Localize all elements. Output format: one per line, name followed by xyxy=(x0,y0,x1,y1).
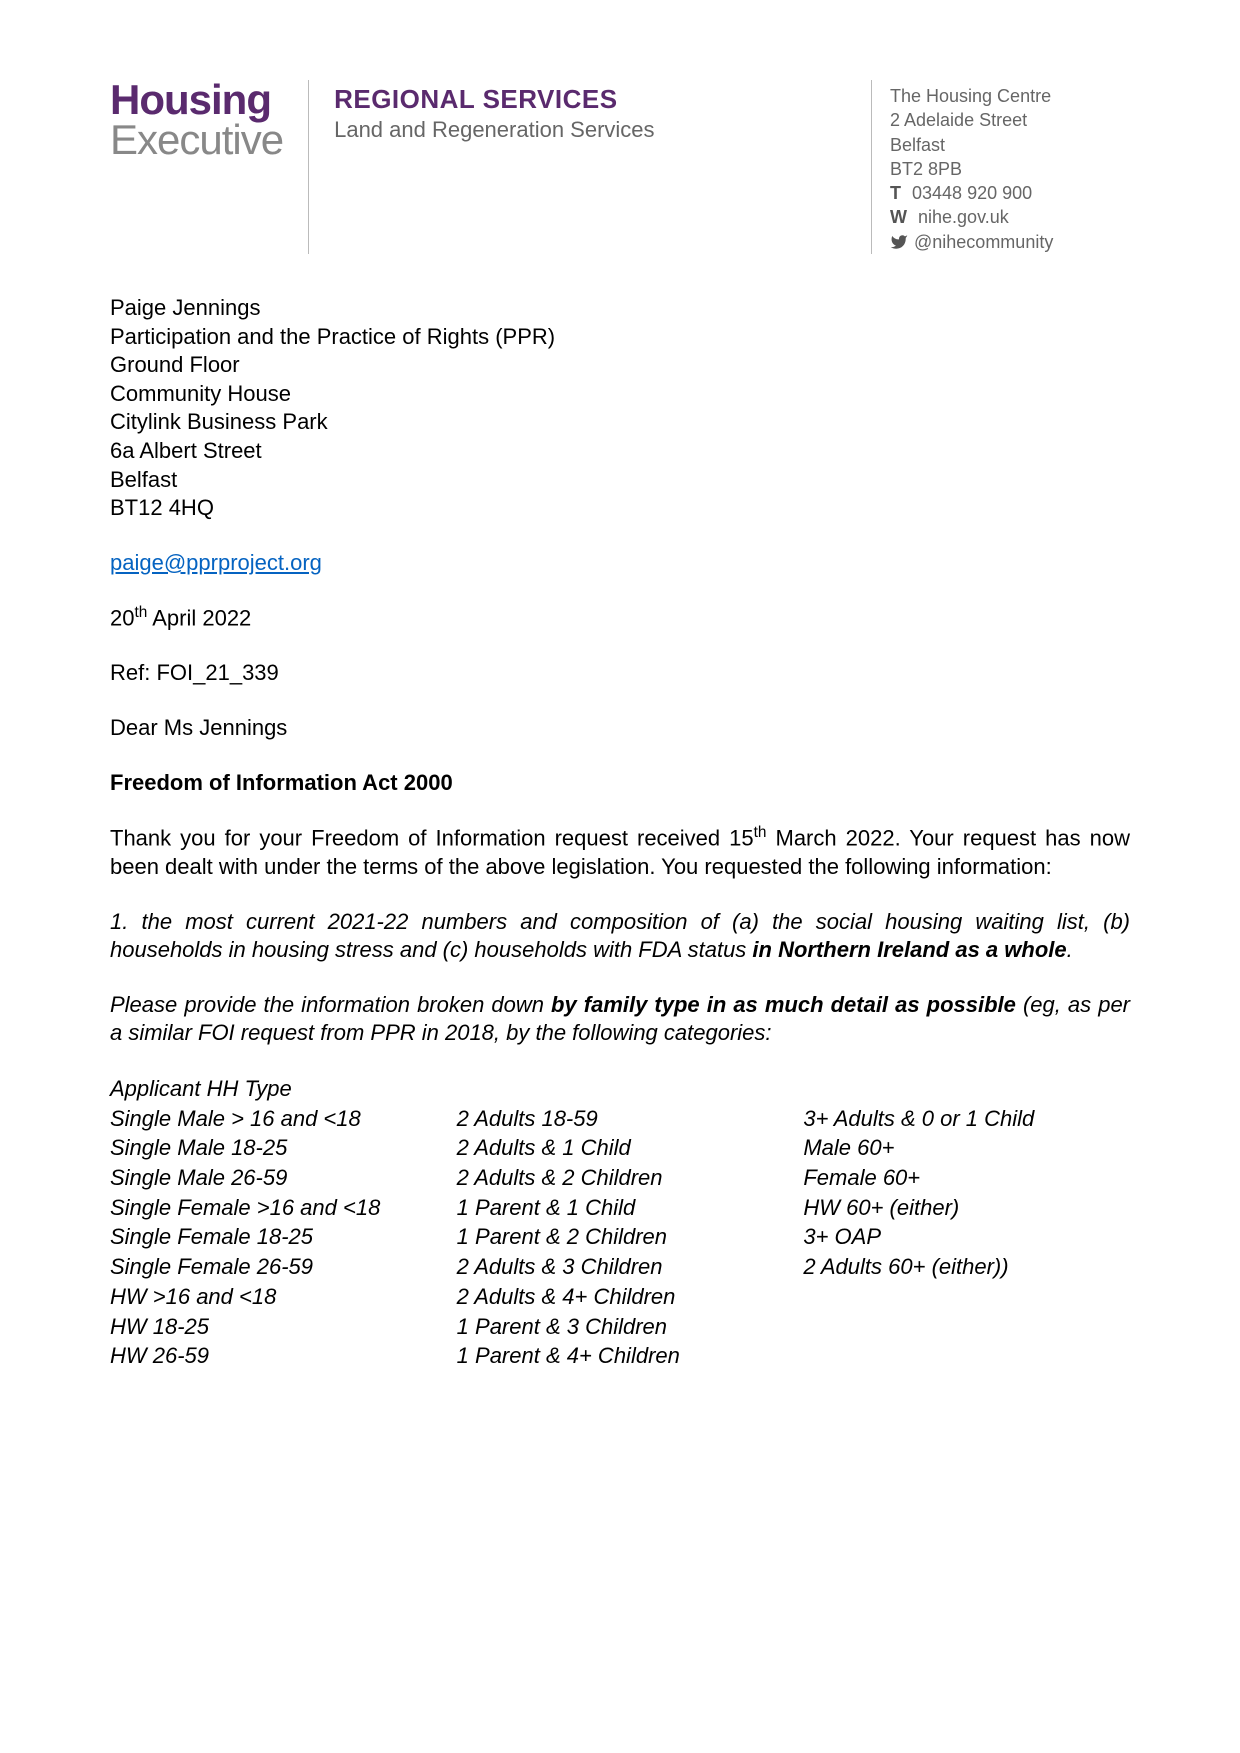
recipient-line: Citylink Business Park xyxy=(110,408,1130,437)
recipient-line: Belfast xyxy=(110,466,1130,495)
web-value: nihe.gov.uk xyxy=(918,207,1009,227)
para1-a: Thank you for your Freedom of Informatio… xyxy=(110,825,754,850)
logo-line2: Executive xyxy=(110,120,283,160)
cat-cell: HW 26-59 xyxy=(110,1341,437,1371)
ref-line: Ref: FOI_21_339 xyxy=(110,659,1130,688)
para-1: Thank you for your Freedom of Informatio… xyxy=(110,823,1130,882)
cat-cell: 3+ Adults & 0 or 1 Child xyxy=(803,1104,1130,1134)
email-line: paige@pprproject.org xyxy=(110,549,1130,578)
cat-cell: Applicant HH Type xyxy=(110,1074,437,1104)
cat-cell xyxy=(803,1341,1130,1371)
tel-line: T 03448 920 900 xyxy=(890,181,1130,205)
cat-cell: 2 Adults 60+ (either)) xyxy=(803,1252,1130,1282)
cat-cell: HW 60+ (either) xyxy=(803,1193,1130,1223)
salutation: Dear Ms Jennings xyxy=(110,714,1130,743)
cat-cell: Single Male 18-25 xyxy=(110,1133,437,1163)
cat-cell xyxy=(803,1312,1130,1342)
cat-cell: Single Female 18-25 xyxy=(110,1222,437,1252)
recipient-line: 6a Albert Street xyxy=(110,437,1130,466)
date-sup: th xyxy=(134,604,147,621)
cat-cell: HW >16 and <18 xyxy=(110,1282,437,1312)
para1-sup: th xyxy=(754,824,767,841)
recipient-name: Paige Jennings xyxy=(110,294,1130,323)
date-pre: 20 xyxy=(110,606,134,631)
addr-line: BT2 8PB xyxy=(890,157,1130,181)
cat-cell: 1 Parent & 2 Children xyxy=(457,1222,784,1252)
subject-line: Freedom of Information Act 2000 xyxy=(110,769,1130,798)
cat-cell: Single Female 26-59 xyxy=(110,1252,437,1282)
recipient-email-link[interactable]: paige@pprproject.org xyxy=(110,550,322,575)
logo-line1: Housing xyxy=(110,80,283,120)
category-col-3: 3+ Adults & 0 or 1 Child Male 60+ Female… xyxy=(803,1074,1130,1371)
recipient-line: Ground Floor xyxy=(110,351,1130,380)
recipient-line: Community House xyxy=(110,380,1130,409)
tel-label: T xyxy=(890,183,901,203)
logo: Housing Executive xyxy=(110,80,308,160)
cat-cell: Female 60+ xyxy=(803,1163,1130,1193)
twitter-line: @nihecommunity xyxy=(890,230,1130,254)
para3-a: Please provide the information broken do… xyxy=(110,992,551,1017)
recipient-line: BT12 4HQ xyxy=(110,494,1130,523)
recipient-org: Participation and the Practice of Rights… xyxy=(110,323,1130,352)
cat-cell: Male 60+ xyxy=(803,1133,1130,1163)
header-divider-2 xyxy=(871,80,872,254)
para-2: 1. the most current 2021-22 numbers and … xyxy=(110,908,1130,965)
web-line: W nihe.gov.uk xyxy=(890,205,1130,229)
department-title: REGIONAL SERVICES xyxy=(334,84,853,115)
cat-cell: 2 Adults & 4+ Children xyxy=(457,1282,784,1312)
date-post: April 2022 xyxy=(147,606,251,631)
letterhead: Housing Executive REGIONAL SERVICES Land… xyxy=(110,80,1130,254)
category-col-1: Applicant HH Type Single Male > 16 and <… xyxy=(110,1074,437,1371)
cat-cell: 2 Adults & 3 Children xyxy=(457,1252,784,1282)
tel-value: 03448 920 900 xyxy=(912,183,1032,203)
date-line: 20th April 2022 xyxy=(110,603,1130,633)
twitter-icon xyxy=(890,233,908,251)
cat-cell xyxy=(803,1074,1130,1104)
addr-line: Belfast xyxy=(890,133,1130,157)
cat-cell xyxy=(457,1074,784,1104)
department-subtitle: Land and Regeneration Services xyxy=(334,117,853,143)
cat-cell xyxy=(803,1282,1130,1312)
para2-b: in Northern Ireland as a whole xyxy=(752,937,1066,962)
cat-cell: 2 Adults 18-59 xyxy=(457,1104,784,1134)
twitter-handle: @nihecommunity xyxy=(914,230,1053,254)
para2-c: . xyxy=(1067,937,1073,962)
cat-cell: Single Male > 16 and <18 xyxy=(110,1104,437,1134)
cat-cell: 1 Parent & 3 Children xyxy=(457,1312,784,1342)
cat-cell: 1 Parent & 1 Child xyxy=(457,1193,784,1223)
recipient-block: Paige Jennings Participation and the Pra… xyxy=(110,294,1130,523)
sender-address: The Housing Centre 2 Adelaide Street Bel… xyxy=(890,80,1130,254)
addr-line: 2 Adelaide Street xyxy=(890,108,1130,132)
cat-cell: 1 Parent & 4+ Children xyxy=(457,1341,784,1371)
cat-cell: 3+ OAP xyxy=(803,1222,1130,1252)
cat-cell: 2 Adults & 1 Child xyxy=(457,1133,784,1163)
cat-cell: Single Male 26-59 xyxy=(110,1163,437,1193)
cat-cell: 2 Adults & 2 Children xyxy=(457,1163,784,1193)
category-col-2: 2 Adults 18-59 2 Adults & 1 Child 2 Adul… xyxy=(457,1074,784,1371)
document-page: Housing Executive REGIONAL SERVICES Land… xyxy=(0,0,1240,1451)
addr-line: The Housing Centre xyxy=(890,84,1130,108)
header-divider-1 xyxy=(308,80,309,254)
para-3: Please provide the information broken do… xyxy=(110,991,1130,1048)
department-block: REGIONAL SERVICES Land and Regeneration … xyxy=(334,80,853,143)
cat-cell: HW 18-25 xyxy=(110,1312,437,1342)
para3-b: by family type in as much detail as poss… xyxy=(551,992,1016,1017)
cat-cell: Single Female >16 and <18 xyxy=(110,1193,437,1223)
category-table: Applicant HH Type Single Male > 16 and <… xyxy=(110,1074,1130,1371)
web-label: W xyxy=(890,207,907,227)
